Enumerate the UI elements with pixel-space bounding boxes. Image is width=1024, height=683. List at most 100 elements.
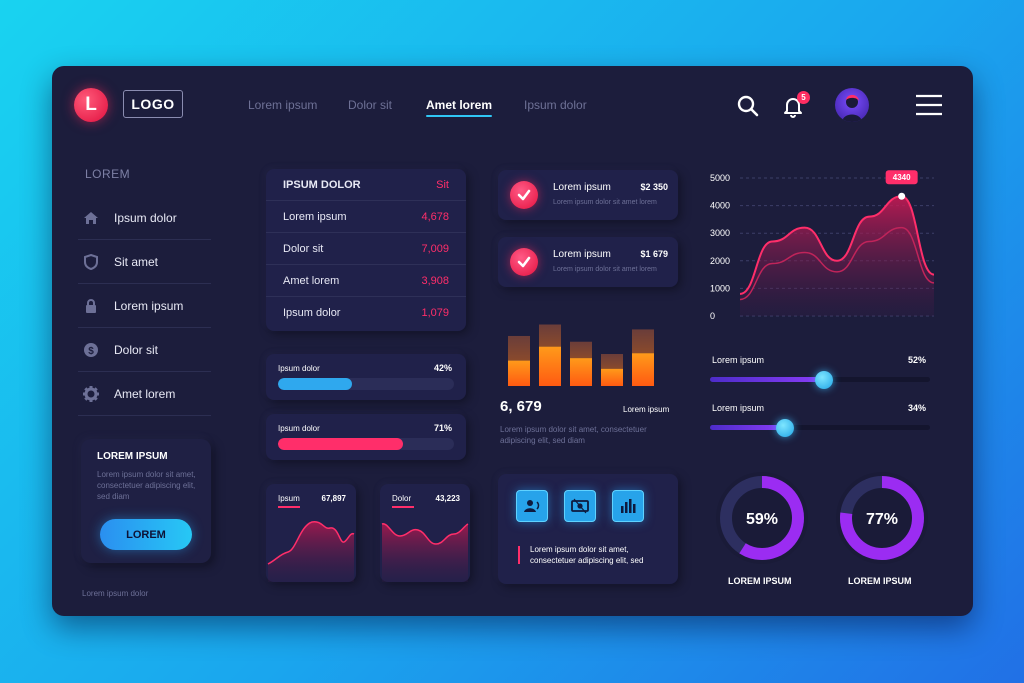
promo-text: Lorem ipsum dolor sit amet, consectetuer… xyxy=(97,470,196,501)
nav-item-lorem-ipsum[interactable]: Lorem ipsum xyxy=(248,98,318,112)
y-tick-label: 4000 xyxy=(710,201,730,211)
y-tick-label: 5000 xyxy=(710,173,730,183)
summary-description: Lorem ipsum dolor sit amet, consectetuer… xyxy=(500,425,647,445)
slider-label: Lorem ipsum xyxy=(712,355,765,365)
mini-area-chart xyxy=(267,521,355,582)
slider-knob[interactable] xyxy=(815,371,834,389)
donut-chart: 59% xyxy=(716,472,808,564)
mini-chart-underline xyxy=(392,506,414,508)
donut-arc[interactable] xyxy=(840,476,924,560)
svg-text:$: $ xyxy=(88,346,94,357)
row-value: 1,079 xyxy=(421,307,449,319)
sidebar-item-dolor-sit[interactable]: $ Dolor sit xyxy=(78,328,211,372)
slider-value: 52% xyxy=(908,355,927,365)
avatar[interactable] xyxy=(835,88,869,122)
transaction-amount: $2 350 xyxy=(640,182,668,192)
search-icon[interactable] xyxy=(735,93,761,119)
donut-arc[interactable] xyxy=(720,476,804,560)
sidebar-item-label: Sit amet xyxy=(114,254,159,269)
row-value: 4,678 xyxy=(421,210,449,223)
peak-label: 4340 xyxy=(893,173,911,182)
mini-chart-card: Ipsum 67,897 xyxy=(266,484,356,582)
logo-text[interactable]: LOGO xyxy=(123,90,183,118)
transaction-card[interactable]: Lorem ipsum $2 350 Lorem ipsum dolor sit… xyxy=(498,170,678,220)
bar-fill[interactable] xyxy=(508,360,530,386)
table-row[interactable]: Lorem ipsum 4,678 xyxy=(266,201,466,233)
slider-label: Lorem ipsum xyxy=(712,403,765,413)
transaction-card[interactable]: Lorem ipsum $1 679 Lorem ipsum dolor sit… xyxy=(498,237,678,287)
donut-value: 59% xyxy=(746,511,778,528)
donut-label: LOREM IPSUM xyxy=(728,576,792,586)
sidebar-item-label: Amet lorem xyxy=(114,386,176,401)
slider-fill xyxy=(710,377,825,382)
sidebar-item-lorem-ipsum[interactable]: Lorem ipsum xyxy=(78,284,211,328)
sidebar-title: LOREM xyxy=(85,167,131,181)
mini-chart-label: Dolor xyxy=(392,494,412,503)
progress-fill xyxy=(278,378,352,390)
bar-background xyxy=(601,354,623,369)
mini-chart-value: 43,223 xyxy=(435,494,460,503)
progress-card: Ipsum dolor 71% xyxy=(266,414,466,460)
slider-track[interactable] xyxy=(710,425,930,430)
bell-icon[interactable] xyxy=(780,93,806,119)
contact-icon[interactable] xyxy=(516,490,548,522)
table-header-label: IPSUM DOLOR xyxy=(283,178,361,191)
bar-background xyxy=(570,341,592,359)
sidebar-item-ipsum-dolor[interactable]: Ipsum dolor xyxy=(78,196,211,240)
lock-icon xyxy=(82,297,100,315)
logo-badge[interactable]: L xyxy=(74,88,108,122)
mini-chart-value: 67,897 xyxy=(321,494,346,503)
progress-value: 71% xyxy=(433,423,452,433)
sidebar-item-sit-amet[interactable]: Sit amet xyxy=(78,240,211,284)
bar-chart xyxy=(508,324,654,386)
table-row[interactable]: Dolor sit 7,009 xyxy=(266,233,466,265)
sidebar-footer: Lorem ipsum dolor xyxy=(82,589,149,598)
sidebar-item-amet-lorem[interactable]: Amet lorem xyxy=(78,372,211,416)
progress-card: Ipsum dolor 42% xyxy=(266,354,466,400)
bar-fill[interactable] xyxy=(601,368,623,386)
bar-fill[interactable] xyxy=(632,353,654,386)
table-row[interactable]: Ipsum dolor 1,079 xyxy=(266,297,466,329)
transaction-subtitle: Lorem ipsum dolor sit amet lorem xyxy=(553,266,657,273)
slider-knob[interactable] xyxy=(775,419,794,437)
dollar-icon: $ xyxy=(82,341,100,359)
bar-chart-icon[interactable] xyxy=(612,490,644,522)
slider-fill xyxy=(710,425,785,430)
summary-number: 6, 679 xyxy=(500,398,542,415)
notification-badge: 5 xyxy=(797,91,810,104)
bar-fill[interactable] xyxy=(539,346,561,386)
promo-card: LOREM IPSUM Lorem ipsum dolor sit amet, … xyxy=(81,439,211,563)
mini-chart-underline xyxy=(278,506,300,508)
menu-icon[interactable] xyxy=(914,94,944,116)
summary-label: Lorem ipsum xyxy=(623,405,670,414)
promo-title: LOREM IPSUM xyxy=(97,451,168,462)
peak-point[interactable] xyxy=(898,192,906,200)
mini-chart-card: Dolor 43,223 xyxy=(380,484,470,582)
transaction-title: Lorem ipsum xyxy=(553,182,611,193)
quick-actions-card: Lorem ipsum dolor sit amet, consectetuer… xyxy=(498,474,678,584)
progress-track xyxy=(278,378,454,390)
transaction-amount: $1 679 xyxy=(640,249,668,259)
donut-label: LOREM IPSUM xyxy=(848,576,912,586)
sidebar-item-label: Dolor sit xyxy=(114,342,159,357)
nav-item-amet-lorem[interactable]: Amet lorem xyxy=(426,98,493,112)
money-icon[interactable] xyxy=(564,490,596,522)
donut-value: 77% xyxy=(866,511,898,528)
check-icon xyxy=(510,248,538,276)
y-tick-label: 2000 xyxy=(710,256,730,266)
series-line xyxy=(739,226,935,301)
row-label: Dolor sit xyxy=(283,242,324,255)
table-row[interactable]: Amet lorem 3,908 xyxy=(266,265,466,297)
nav-item-dolor-sit[interactable]: Dolor sit xyxy=(348,98,393,112)
slider-value: 34% xyxy=(908,403,927,413)
stats-table: IPSUM DOLOR Sit Lorem ipsum 4,678 Dolor … xyxy=(266,169,466,331)
row-value: 7,009 xyxy=(421,242,449,255)
row-value: 3,908 xyxy=(421,274,449,287)
progress-label: Ipsum dolor xyxy=(278,424,320,433)
bar-fill[interactable] xyxy=(570,358,592,386)
nav-item-ipsum-dolor[interactable]: Ipsum dolor xyxy=(524,98,587,112)
row-label: Amet lorem xyxy=(283,274,340,287)
dashboard-window: L LOGO Lorem ipsum Dolor sit Amet lorem … xyxy=(52,66,973,616)
gear-icon xyxy=(82,385,100,403)
promo-button[interactable]: LOREM xyxy=(100,519,192,550)
